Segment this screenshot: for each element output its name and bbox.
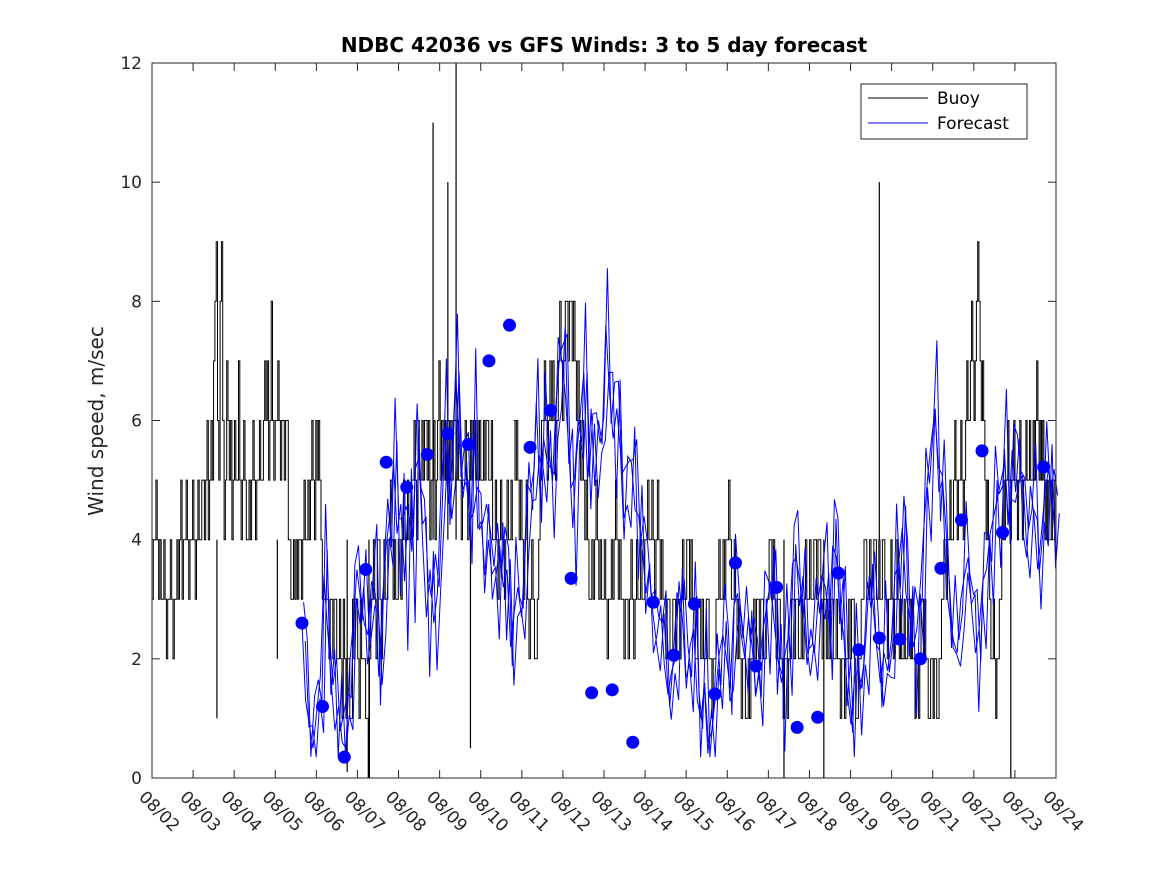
legend-box — [860, 83, 1028, 140]
y-tick-label: 6 — [131, 412, 142, 432]
legend-buoy-label: Buoy — [937, 89, 980, 109]
y-tick-label: 8 — [131, 292, 142, 312]
forecast-line-run — [304, 326, 1060, 758]
forecast-point — [852, 643, 866, 657]
forecast-point — [400, 480, 414, 494]
y-tick-label: 12 — [120, 54, 142, 74]
buoy-line-segment — [875, 241, 1056, 719]
forecast-point — [749, 659, 763, 673]
forecast-point — [790, 720, 804, 734]
forecast-point — [441, 427, 455, 441]
forecast-point — [482, 354, 496, 368]
forecast-point — [728, 556, 742, 570]
forecast-point — [996, 526, 1010, 540]
y-tick-label: 0 — [131, 769, 142, 789]
forecast-point — [544, 403, 558, 417]
forecast-point — [934, 561, 948, 575]
y-tick-label: 10 — [120, 173, 142, 193]
forecast-point — [605, 683, 619, 697]
forecast-point — [585, 686, 599, 700]
forecast-point — [954, 513, 968, 527]
forecast-point — [811, 710, 825, 724]
forecast-point — [359, 562, 373, 576]
y-tick-label: 2 — [131, 650, 142, 670]
forecast-point — [295, 616, 309, 630]
forecast-point — [975, 444, 989, 458]
y-tick-label: 4 — [131, 531, 142, 551]
legend: Buoy Forecast — [860, 83, 1028, 140]
forecast-point — [708, 687, 722, 701]
forecast-point — [687, 597, 701, 611]
forecast-point — [564, 571, 578, 585]
forecast-points — [295, 318, 1051, 764]
forecast-point — [316, 700, 330, 713]
forecast-point — [831, 566, 845, 580]
forecast-point — [872, 631, 886, 645]
legend-forecast-label: Forecast — [937, 114, 1009, 134]
forecast-point — [523, 440, 537, 454]
forecast-point — [770, 580, 784, 594]
chart-title: NDBC 42036 vs GFS Winds: 3 to 5 day fore… — [341, 33, 868, 57]
forecast-point — [502, 318, 516, 332]
forecast-point — [379, 455, 393, 469]
forecast-point — [1037, 460, 1051, 474]
forecast-point — [913, 652, 927, 666]
forecast-point — [337, 750, 351, 764]
forecast-point — [667, 648, 681, 662]
forecast-point — [420, 447, 434, 461]
forecast-point — [893, 632, 907, 646]
forecast-point — [626, 735, 640, 749]
y-axis-label: Wind speed, m/sec — [84, 326, 108, 516]
forecast-series — [301, 268, 1060, 758]
forecast-point — [646, 595, 660, 609]
forecast-point — [461, 437, 475, 451]
